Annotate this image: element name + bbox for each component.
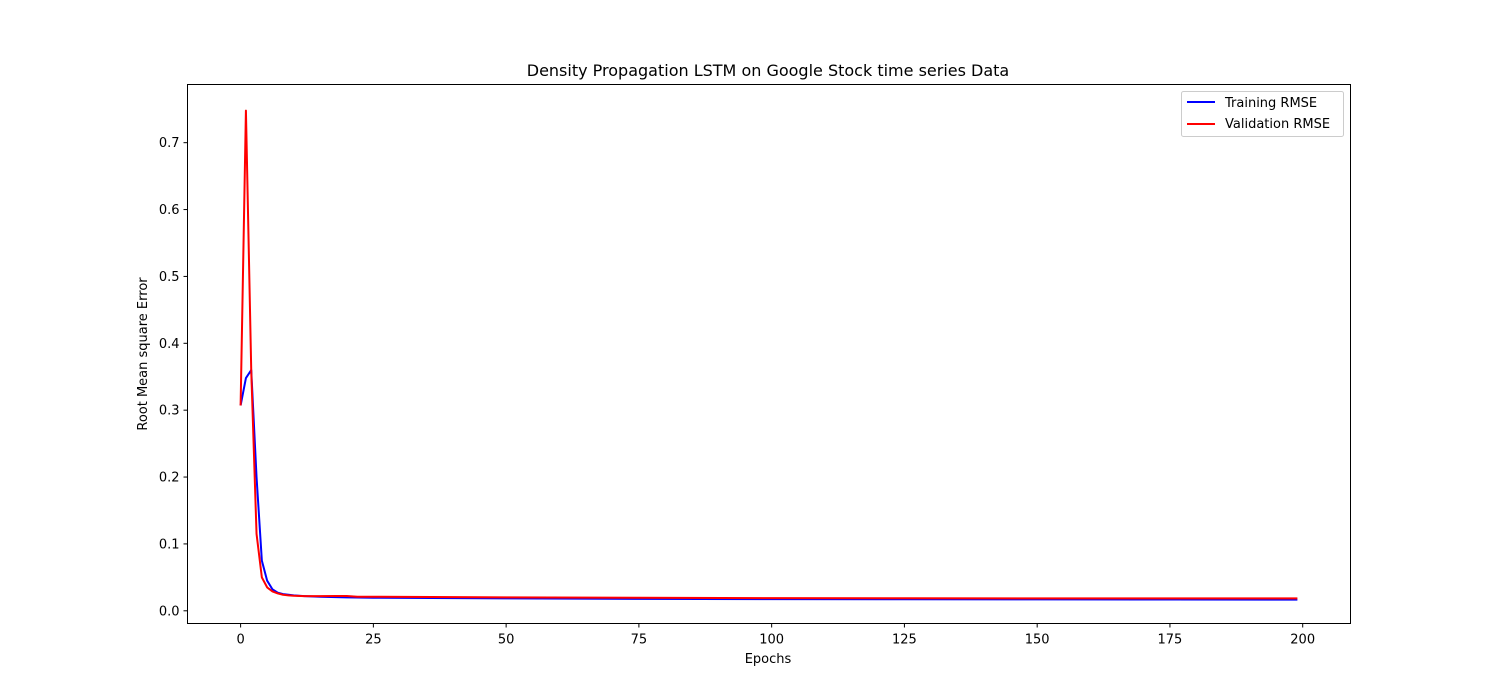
y-axis-ticks: 0.0 0.1 0.2 0.3 0.4 0.5 0.6 0.7 <box>159 136 188 619</box>
chart-title: Density Propagation LSTM on Google Stock… <box>527 61 1009 80</box>
x-axis-label: Epochs <box>745 652 792 667</box>
y-axis-label: Root Mean square Error <box>136 277 151 431</box>
legend-label-training: Training RMSE <box>1224 96 1317 111</box>
y-tick-label: 0.2 <box>159 471 180 486</box>
x-tick-label: 75 <box>631 633 648 648</box>
legend: Training RMSE Validation RMSE <box>1181 91 1344 137</box>
legend-label-validation: Validation RMSE <box>1225 117 1330 132</box>
y-tick-label: 0.7 <box>159 136 180 151</box>
y-tick-label: 0.1 <box>159 537 180 552</box>
x-tick-label: 150 <box>1025 633 1050 648</box>
x-tick-label: 200 <box>1290 633 1315 648</box>
x-tick-label: 50 <box>498 633 515 648</box>
training-rmse-line <box>239 369 1298 601</box>
y-tick-label: 0.3 <box>159 404 180 419</box>
y-tick-label: 0.6 <box>159 203 180 218</box>
x-tick-label: 25 <box>365 633 382 648</box>
x-tick-label: 100 <box>759 633 784 648</box>
plot-frame <box>187 84 1351 624</box>
y-tick-label: 0.4 <box>159 337 180 352</box>
x-axis-ticks: 0 25 50 75 100 125 150 175 200 <box>236 623 1315 648</box>
y-tick-label: 0.0 <box>159 604 180 619</box>
validation-rmse-line <box>239 109 1298 600</box>
legend-box <box>1181 91 1344 137</box>
x-tick-label: 125 <box>892 633 917 648</box>
x-tick-label: 175 <box>1158 633 1183 648</box>
x-tick-label: 0 <box>236 633 244 648</box>
series-layer <box>239 109 1298 601</box>
y-tick-label: 0.5 <box>159 270 180 285</box>
